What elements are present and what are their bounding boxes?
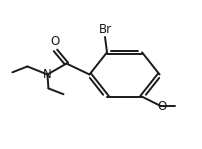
Text: Br: Br xyxy=(98,23,111,36)
Text: N: N xyxy=(43,68,52,81)
Text: O: O xyxy=(50,35,60,48)
Text: O: O xyxy=(156,100,165,113)
